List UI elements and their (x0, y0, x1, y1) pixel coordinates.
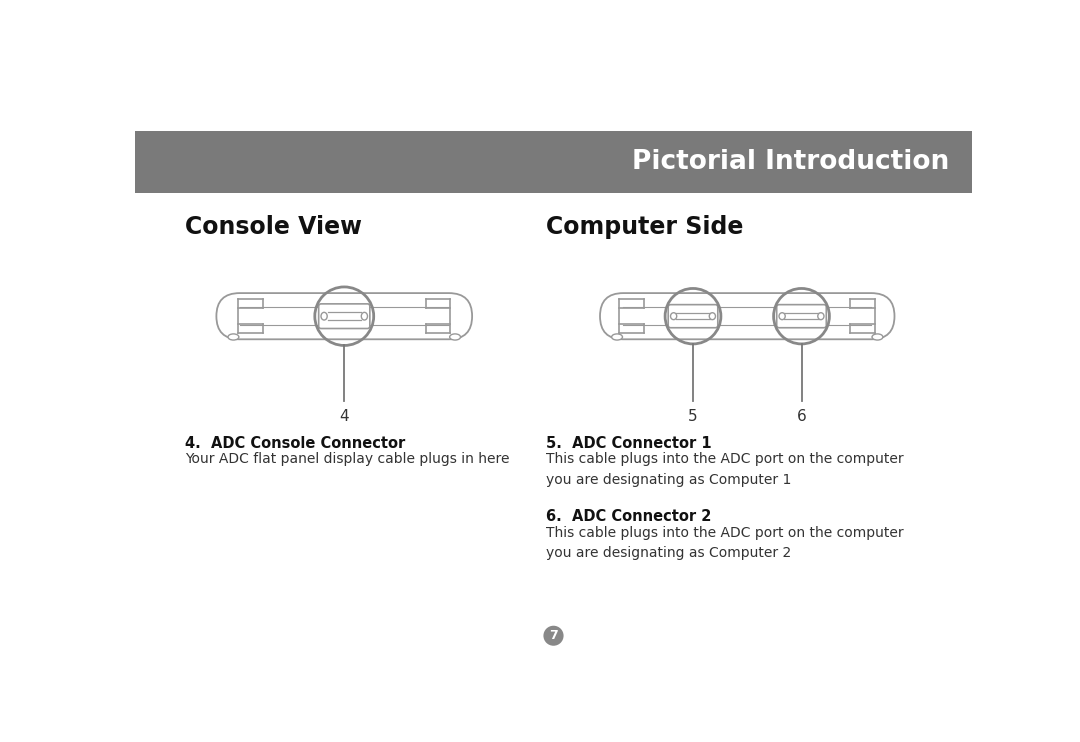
FancyBboxPatch shape (216, 293, 472, 339)
Text: Console View: Console View (186, 214, 363, 238)
Text: 5.  ADC Connector 1: 5. ADC Connector 1 (545, 436, 712, 450)
Ellipse shape (872, 334, 882, 340)
Text: This cable plugs into the ADC port on the computer
you are designating as Comput: This cable plugs into the ADC port on th… (545, 525, 903, 560)
FancyBboxPatch shape (600, 293, 894, 339)
Ellipse shape (818, 312, 824, 320)
Bar (135, 131, 972, 193)
Ellipse shape (710, 312, 715, 320)
Text: 4: 4 (339, 409, 349, 424)
Ellipse shape (611, 334, 622, 340)
Text: Computer Side: Computer Side (545, 214, 743, 238)
Text: 6.  ADC Connector 2: 6. ADC Connector 2 (545, 509, 711, 524)
Ellipse shape (228, 334, 239, 340)
Text: 5: 5 (688, 409, 698, 424)
FancyBboxPatch shape (319, 304, 369, 329)
Text: 6: 6 (797, 409, 807, 424)
Text: 7: 7 (549, 629, 558, 643)
Ellipse shape (362, 312, 367, 320)
Text: This cable plugs into the ADC port on the computer
you are designating as Comput: This cable plugs into the ADC port on th… (545, 453, 903, 487)
Text: 4.  ADC Console Connector: 4. ADC Console Connector (186, 436, 406, 450)
Ellipse shape (671, 312, 677, 320)
Circle shape (543, 626, 564, 646)
Text: Pictorial Introduction: Pictorial Introduction (632, 149, 948, 175)
Text: Your ADC flat panel display cable plugs in here: Your ADC flat panel display cable plugs … (186, 453, 510, 467)
FancyBboxPatch shape (669, 305, 718, 328)
Ellipse shape (449, 334, 460, 340)
Ellipse shape (779, 312, 785, 320)
FancyBboxPatch shape (777, 305, 826, 328)
Ellipse shape (321, 312, 327, 320)
